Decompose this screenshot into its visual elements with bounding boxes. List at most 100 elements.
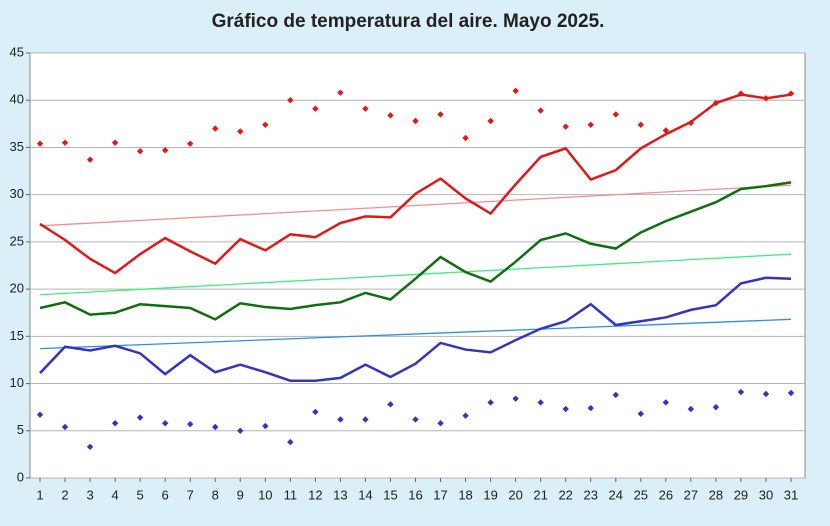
y-tick-label: 45 <box>10 44 24 59</box>
diamond-marker <box>287 438 294 446</box>
diamond-marker <box>187 140 194 147</box>
diamond-marker <box>562 123 569 130</box>
y-tick-label: 0 <box>17 469 24 484</box>
diamond-marker <box>762 390 770 398</box>
diamond-marker <box>437 111 444 118</box>
x-tick-label: 13 <box>333 487 347 502</box>
x-tick-label: 6 <box>162 487 169 502</box>
diamond-marker <box>337 89 344 96</box>
x-tick-label: 28 <box>709 487 723 502</box>
diamond-marker <box>587 121 594 128</box>
diamond-marker <box>387 401 394 408</box>
diamond-marker <box>687 405 695 413</box>
diamond-marker <box>662 399 670 406</box>
diamond-marker <box>637 121 644 128</box>
x-tick-label: 2 <box>61 487 68 502</box>
diamond-marker <box>337 416 344 423</box>
x-tick-label: 5 <box>137 487 144 502</box>
diamond-marker <box>712 403 720 411</box>
x-tick-label: 11 <box>284 487 298 502</box>
diamond-marker <box>36 411 44 418</box>
diamond-marker <box>787 389 795 397</box>
x-tick-label: 9 <box>237 487 244 502</box>
diamond-marker <box>512 395 519 402</box>
x-tick-label: 21 <box>533 487 547 502</box>
x-tick-label: 30 <box>759 487 773 502</box>
x-tick-label: 18 <box>458 487 472 502</box>
x-tick-label: 20 <box>508 487 522 502</box>
diamond-marker <box>412 416 419 423</box>
plot-area <box>29 52 806 479</box>
x-tick-label: 16 <box>408 487 422 502</box>
x-tick-label: 25 <box>634 487 648 502</box>
diamond-marker <box>462 134 469 142</box>
diamond-marker <box>487 117 494 125</box>
diamond-marker <box>61 139 69 146</box>
diamond-marker <box>36 140 44 147</box>
diamond-marker <box>612 111 619 118</box>
y-tick-label: 35 <box>10 139 24 154</box>
y-tick-label: 15 <box>10 328 24 343</box>
diamond-marker <box>212 423 219 431</box>
x-tick-label: 26 <box>659 487 673 502</box>
x-tick-label: 14 <box>358 487 372 502</box>
x-tick-label: 31 <box>784 487 798 502</box>
y-tick-label: 25 <box>10 233 24 248</box>
diamond-marker <box>237 427 244 434</box>
x-tick-label: 23 <box>583 487 597 502</box>
diamond-marker <box>312 408 319 416</box>
diamond-marker <box>362 105 369 112</box>
diamond-marker <box>237 128 244 135</box>
diamond-marker <box>262 121 269 128</box>
x-tick-label: 8 <box>212 487 219 502</box>
diamond-marker <box>412 117 419 125</box>
diamond-marker <box>161 147 169 154</box>
x-tick-label: 27 <box>684 487 698 502</box>
diamond-marker <box>487 399 494 406</box>
x-tick-label: 29 <box>734 487 748 502</box>
diamond-marker <box>187 420 194 428</box>
diamond-marker <box>562 405 569 413</box>
x-tick-label: 7 <box>187 487 194 502</box>
diamond-marker <box>512 87 519 94</box>
x-tick-label: 17 <box>433 487 447 502</box>
diamond-marker <box>587 404 594 412</box>
diamond-marker <box>437 420 444 427</box>
diamond-marker <box>537 399 544 406</box>
x-tick-label: 24 <box>609 487 623 502</box>
x-tick-label: 1 <box>36 487 43 502</box>
x-tick-label: 15 <box>383 487 397 502</box>
diamond-marker <box>86 156 94 163</box>
y-tick-label: 5 <box>17 422 24 437</box>
series-line <box>39 93 792 275</box>
diamond-marker <box>287 97 294 104</box>
series-line <box>39 276 792 382</box>
diamond-marker <box>537 107 544 114</box>
diamond-marker <box>637 410 644 417</box>
diamond-marker <box>662 127 670 134</box>
x-tick-label: 4 <box>111 487 118 502</box>
y-tick-label: 30 <box>10 186 24 201</box>
x-tick-label: 10 <box>258 487 272 502</box>
diamond-marker <box>61 423 69 431</box>
diamond-marker <box>136 414 144 421</box>
chart-title: Gráfico de temperatura del aire. Mayo 20… <box>212 11 605 32</box>
diamond-marker <box>111 139 119 146</box>
diamond-marker <box>86 443 94 451</box>
x-tick-label: 12 <box>308 487 322 502</box>
series-line <box>39 181 792 321</box>
diamond-marker <box>612 391 619 399</box>
diamond-marker <box>737 388 745 396</box>
diamond-marker <box>262 422 269 430</box>
trend-line <box>39 318 792 350</box>
diamond-marker <box>312 105 319 112</box>
x-tick-label: 22 <box>558 487 572 502</box>
diamond-marker <box>136 148 144 155</box>
diamond-marker <box>462 412 469 419</box>
diamond-marker <box>111 420 119 427</box>
x-tick-label: 19 <box>483 487 497 502</box>
diamond-marker <box>362 416 369 423</box>
diamond-marker <box>212 125 219 132</box>
trend-line <box>39 253 792 296</box>
y-tick-label: 10 <box>10 375 24 390</box>
